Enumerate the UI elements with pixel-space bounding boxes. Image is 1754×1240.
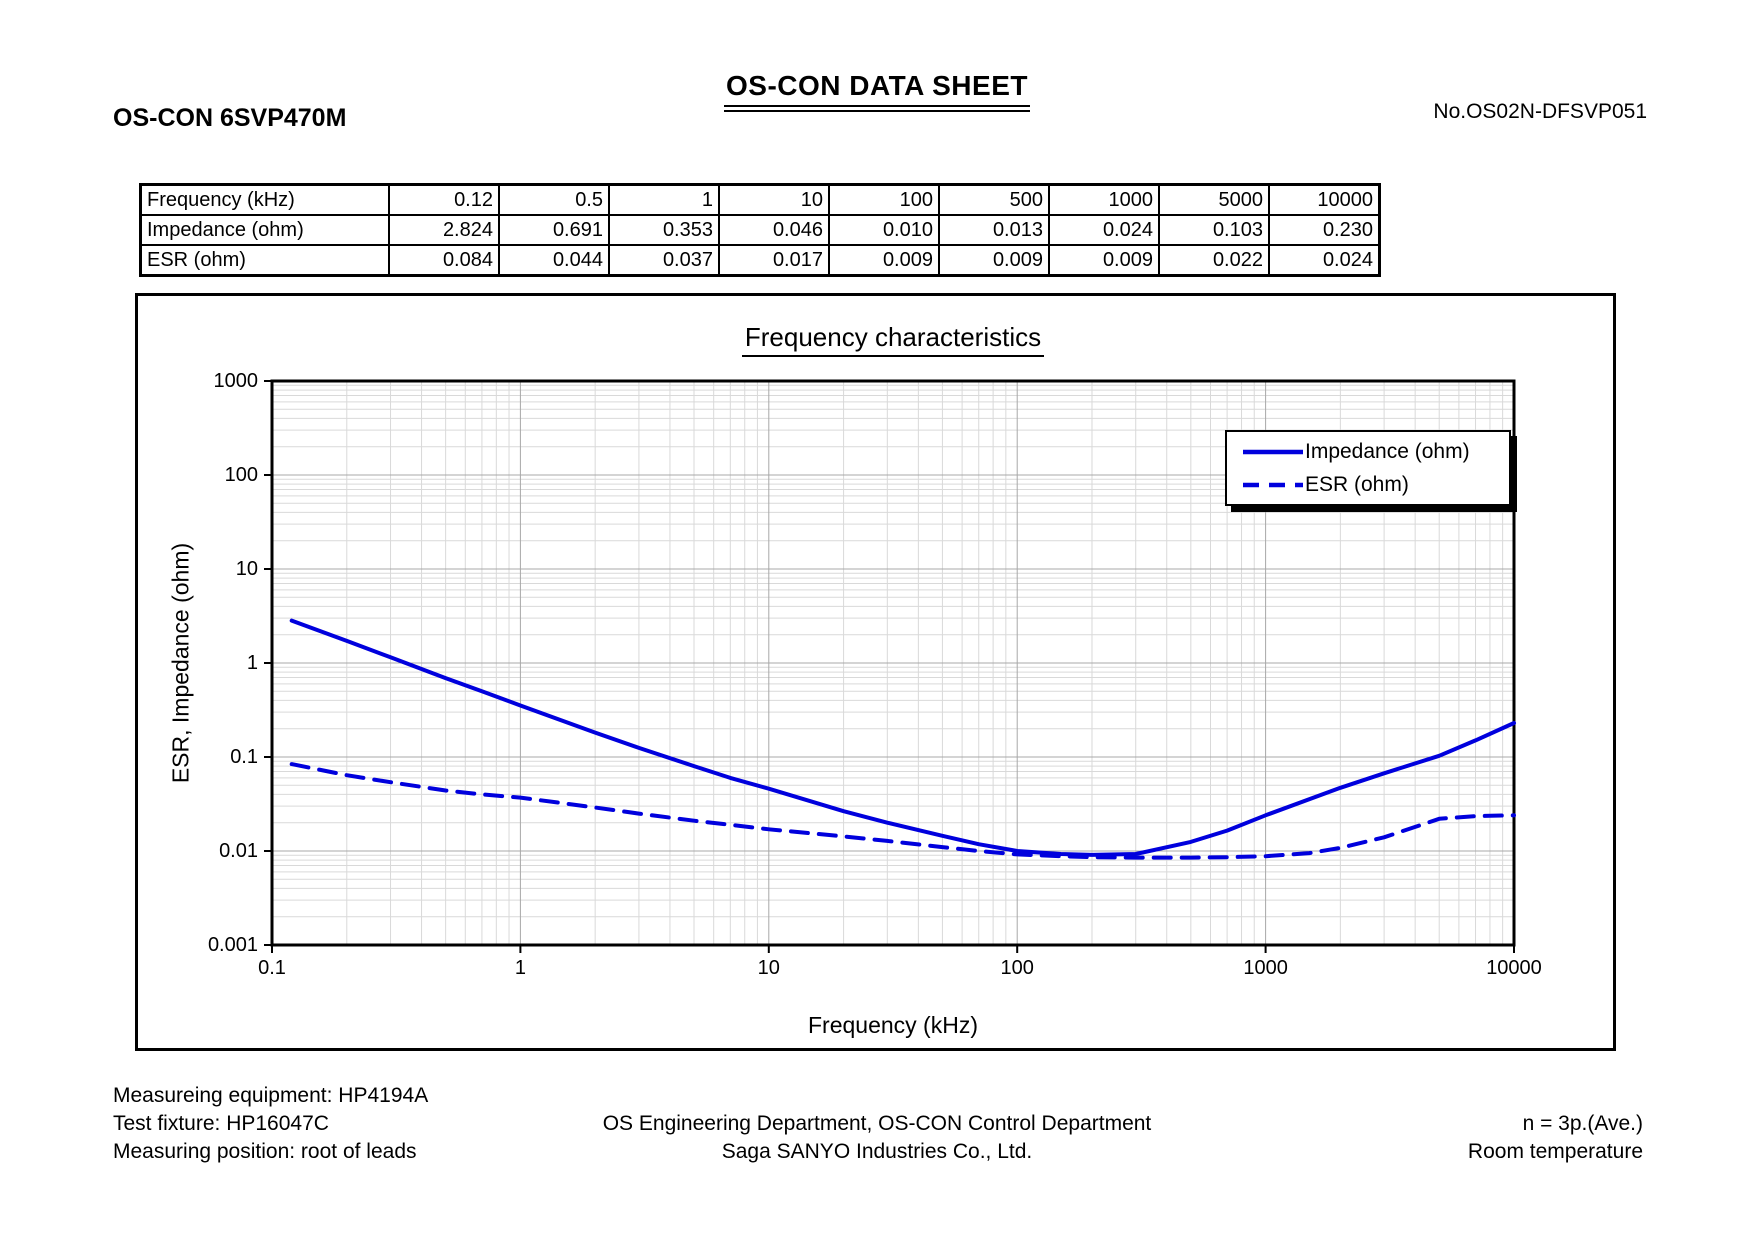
y-tick-label: 0.1 [230, 746, 258, 768]
y-tick-label: 0.001 [207, 934, 258, 956]
plot-frame [270, 379, 1516, 947]
y-tick-label: 10 [235, 558, 258, 580]
y-tick-label: 0.01 [219, 840, 258, 862]
table-value-cell: 0.017 [718, 244, 830, 277]
x-tick-label: 10 [757, 957, 780, 979]
part-number: OS-CON 6SVP470M [113, 104, 347, 132]
table-value-cell: 0.037 [608, 244, 720, 277]
table-value-cell: 100 [828, 183, 940, 216]
y-tick-label: 100 [224, 464, 258, 486]
table-row: Frequency (kHz) 0.12 0.5 1 10 100 500 1000 5000 1… [139, 183, 1381, 216]
table-value-cell: 0.230 [1268, 214, 1381, 246]
frequency-table: Frequency (kHz) 0.12 0.5 1 10 100 500 1000 5000 1… [139, 183, 1381, 277]
table-value-cell: 0.084 [388, 244, 500, 277]
table-value-cell: 0.009 [1048, 244, 1160, 277]
footer-fixture: Test fixture: HP16047C [113, 1112, 329, 1135]
footer-sample-count: n = 3p.(Ave.) [1522, 1112, 1643, 1135]
doc-title-wrap: OS-CON DATA SHEET [0, 70, 1754, 112]
table-row-label: Frequency (kHz) [139, 183, 390, 216]
table-value-cell: 0.044 [498, 244, 610, 277]
table-row-label: Impedance (ohm) [139, 214, 390, 246]
table-value-cell: 0.5 [498, 183, 610, 216]
solid-line-sample-icon [1243, 449, 1303, 454]
table-row: Impedance (ohm) 2.824 0.691 0.353 0.046 0.010… [139, 214, 1381, 246]
table-value-cell: 0.12 [388, 183, 500, 216]
table-value-cell: 0.353 [608, 214, 720, 246]
table-value-cell: 1 [608, 183, 720, 216]
chart-title-wrap: Frequency characteristics [0, 322, 1754, 357]
footer-department: OS Engineering Department, OS-CON Contro… [602, 1112, 1152, 1135]
x-tick-label: 1 [514, 957, 526, 979]
footer-temperature: Room temperature [1467, 1140, 1643, 1163]
x-axis-label: Frequency (kHz) [808, 1012, 978, 1038]
x-tick-label: 0.1 [258, 957, 286, 979]
table-value-cell: 0.103 [1158, 214, 1270, 246]
doc-number: No.OS02N-DFSVP051 [1433, 100, 1647, 123]
table-value-cell: 0.024 [1268, 244, 1381, 277]
table-value-cell: 0.009 [828, 244, 940, 277]
footer-company: Saga SANYO Industries Co., Ltd. [721, 1140, 1033, 1163]
x-tick-label: 10000 [1486, 957, 1542, 979]
impedance-curve [289, 618, 1516, 857]
table-value-cell: 10 [718, 183, 830, 216]
doc-title: OS-CON DATA SHEET [724, 70, 1030, 112]
x-tick-label: 100 [1000, 957, 1034, 979]
table-value-cell: 0.013 [938, 214, 1050, 246]
footer-conditions: n = 3p.(Ave.) Room temperature [1468, 1110, 1643, 1166]
chart-title: Frequency characteristics [741, 322, 1045, 357]
y-tick-label: 1 [246, 652, 258, 674]
esr-curve [289, 762, 1516, 860]
y-tick-label: 1000 [213, 370, 259, 392]
table-row-label: ESR (ohm) [139, 244, 390, 277]
table-value-cell: 0.046 [718, 214, 830, 246]
table-value-cell: 500 [938, 183, 1050, 216]
legend-label-impedance: Impedance (ohm) [1305, 439, 1470, 463]
legend-entry-impedance: Impedance (ohm) [1227, 435, 1509, 468]
footer-measurement-info: Measureing equipment: HP4194A Test fixtu… [113, 1082, 428, 1166]
legend-label-esr: ESR (ohm) [1305, 472, 1409, 496]
dashed-line-sample-icon [1243, 482, 1303, 487]
x-tick-label: 1000 [1243, 957, 1288, 979]
legend: Impedance (ohm) ESR (ohm) [1225, 430, 1511, 506]
table-value-cell: 2.824 [388, 214, 500, 246]
table-value-cell: 0.009 [938, 244, 1050, 277]
table-value-cell: 0.022 [1158, 244, 1270, 277]
table-value-cell: 0.024 [1048, 214, 1160, 246]
footer-position: Measuring position: root of leads [113, 1140, 417, 1163]
table-value-cell: 10000 [1268, 183, 1381, 216]
table-value-cell: 1000 [1048, 183, 1160, 216]
table-value-cell: 0.691 [498, 214, 610, 246]
table-value-cell: 0.010 [828, 214, 940, 246]
footer-equipment: Measureing equipment: HP4194A [113, 1084, 429, 1107]
table-value-cell: 5000 [1158, 183, 1270, 216]
table-row: ESR (ohm) 0.084 0.044 0.037 0.017 0.009 0.009 0… [139, 244, 1381, 277]
legend-entry-esr: ESR (ohm) [1227, 468, 1509, 501]
footer-company-info: OS Engineering Department, OS-CON Contro… [0, 1110, 1754, 1166]
